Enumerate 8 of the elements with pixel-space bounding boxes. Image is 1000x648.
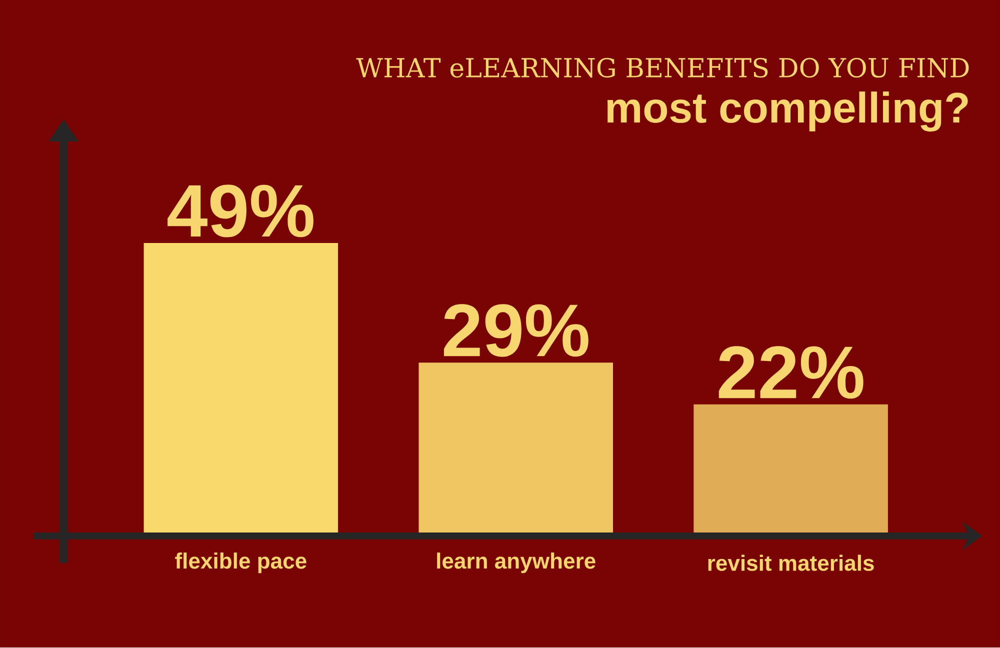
- chart-subtitle: most compelling?: [607, 92, 968, 132]
- x-tick-label: learn anywhere: [437, 552, 596, 574]
- data-label: 49%: [168, 184, 314, 238]
- x-tick-label: revisit materials: [708, 554, 874, 572]
- x-tick-label: flexible pace: [175, 552, 306, 574]
- chart-title: WHAT eLEARNING BENEFITS DO YOU FIND: [356, 58, 969, 78]
- data-label: 29%: [444, 304, 588, 358]
- data-label: 22%: [718, 346, 864, 399]
